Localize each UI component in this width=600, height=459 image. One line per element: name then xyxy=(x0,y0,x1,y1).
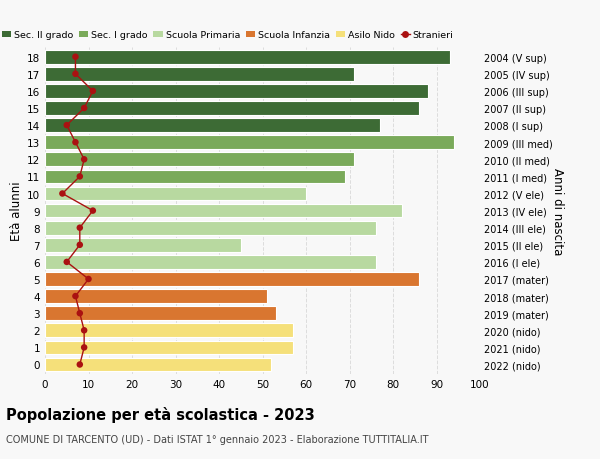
Text: Popolazione per età scolastica - 2023: Popolazione per età scolastica - 2023 xyxy=(6,406,315,422)
Bar xyxy=(45,119,380,133)
Point xyxy=(79,105,89,112)
Bar xyxy=(45,153,354,167)
Point xyxy=(75,310,85,317)
Text: COMUNE DI TARCENTO (UD) - Dati ISTAT 1° gennaio 2023 - Elaborazione TUTTITALIA.I: COMUNE DI TARCENTO (UD) - Dati ISTAT 1° … xyxy=(6,434,428,444)
Point xyxy=(75,241,85,249)
Bar xyxy=(45,307,275,320)
Point xyxy=(88,88,98,95)
Bar xyxy=(45,85,428,99)
Point xyxy=(88,207,98,215)
Point xyxy=(79,156,89,163)
Y-axis label: Anni di nascita: Anni di nascita xyxy=(551,168,564,255)
Point xyxy=(71,293,80,300)
Point xyxy=(62,259,71,266)
Bar xyxy=(45,170,345,184)
Point xyxy=(75,174,85,181)
Point xyxy=(71,71,80,78)
Bar xyxy=(45,51,449,64)
Point xyxy=(58,190,67,198)
Bar xyxy=(45,136,454,150)
Point xyxy=(62,122,71,129)
Point xyxy=(79,344,89,351)
Bar xyxy=(45,221,376,235)
Point xyxy=(79,327,89,334)
Bar xyxy=(45,273,419,286)
Bar xyxy=(45,187,306,201)
Bar xyxy=(45,324,293,337)
Bar xyxy=(45,68,354,81)
Y-axis label: Età alunni: Età alunni xyxy=(10,181,23,241)
Legend: Sec. II grado, Sec. I grado, Scuola Primaria, Scuola Infanzia, Asilo Nido, Stran: Sec. II grado, Sec. I grado, Scuola Prim… xyxy=(2,31,454,40)
Point xyxy=(71,139,80,146)
Bar xyxy=(45,341,293,354)
Bar xyxy=(45,290,267,303)
Bar xyxy=(45,256,376,269)
Bar xyxy=(45,204,402,218)
Point xyxy=(75,224,85,232)
Point xyxy=(75,361,85,369)
Bar xyxy=(45,102,419,116)
Point xyxy=(84,276,94,283)
Bar xyxy=(45,358,271,371)
Bar xyxy=(45,238,241,252)
Point xyxy=(71,54,80,61)
